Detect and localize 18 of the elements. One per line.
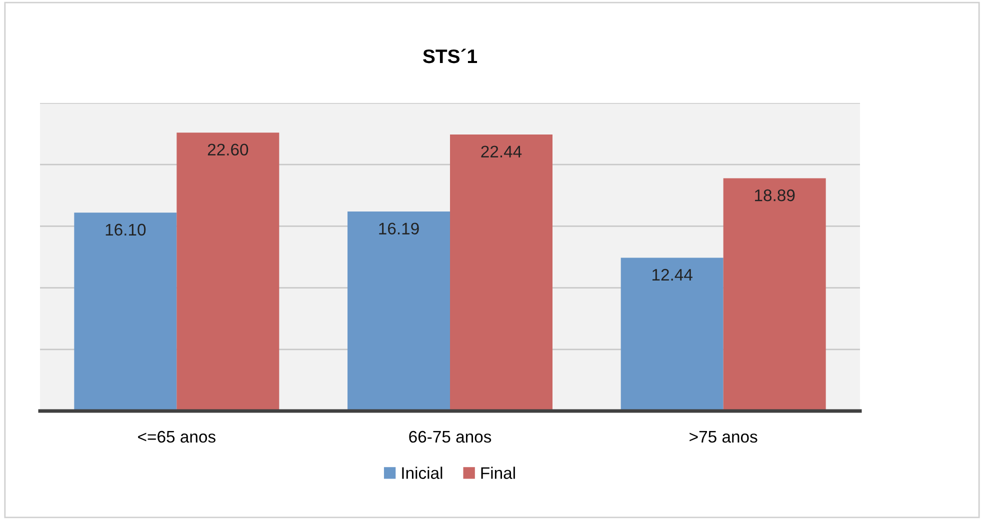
x-tick-label: >75 anos: [690, 431, 758, 443]
chart-title: STS´1: [423, 48, 478, 64]
data-label: 22.60: [208, 144, 248, 156]
x-tick-label: <=65 anos: [138, 430, 216, 443]
legend-label: Inicial: [402, 466, 442, 479]
data-label: 16.19: [379, 222, 419, 234]
bar: [723, 178, 826, 411]
bar: [176, 132, 280, 411]
bar: [450, 134, 552, 411]
data-label: 22.44: [481, 146, 522, 158]
data-label: 12.44: [652, 268, 692, 281]
bar: [620, 258, 724, 411]
legend-label: Final: [481, 466, 515, 479]
data-label: 16.10: [106, 224, 146, 236]
data-label: 18.89: [755, 189, 795, 202]
bar: [348, 212, 450, 411]
x-tick-label: 66-75 anos: [409, 430, 492, 443]
bar: [74, 212, 177, 411]
